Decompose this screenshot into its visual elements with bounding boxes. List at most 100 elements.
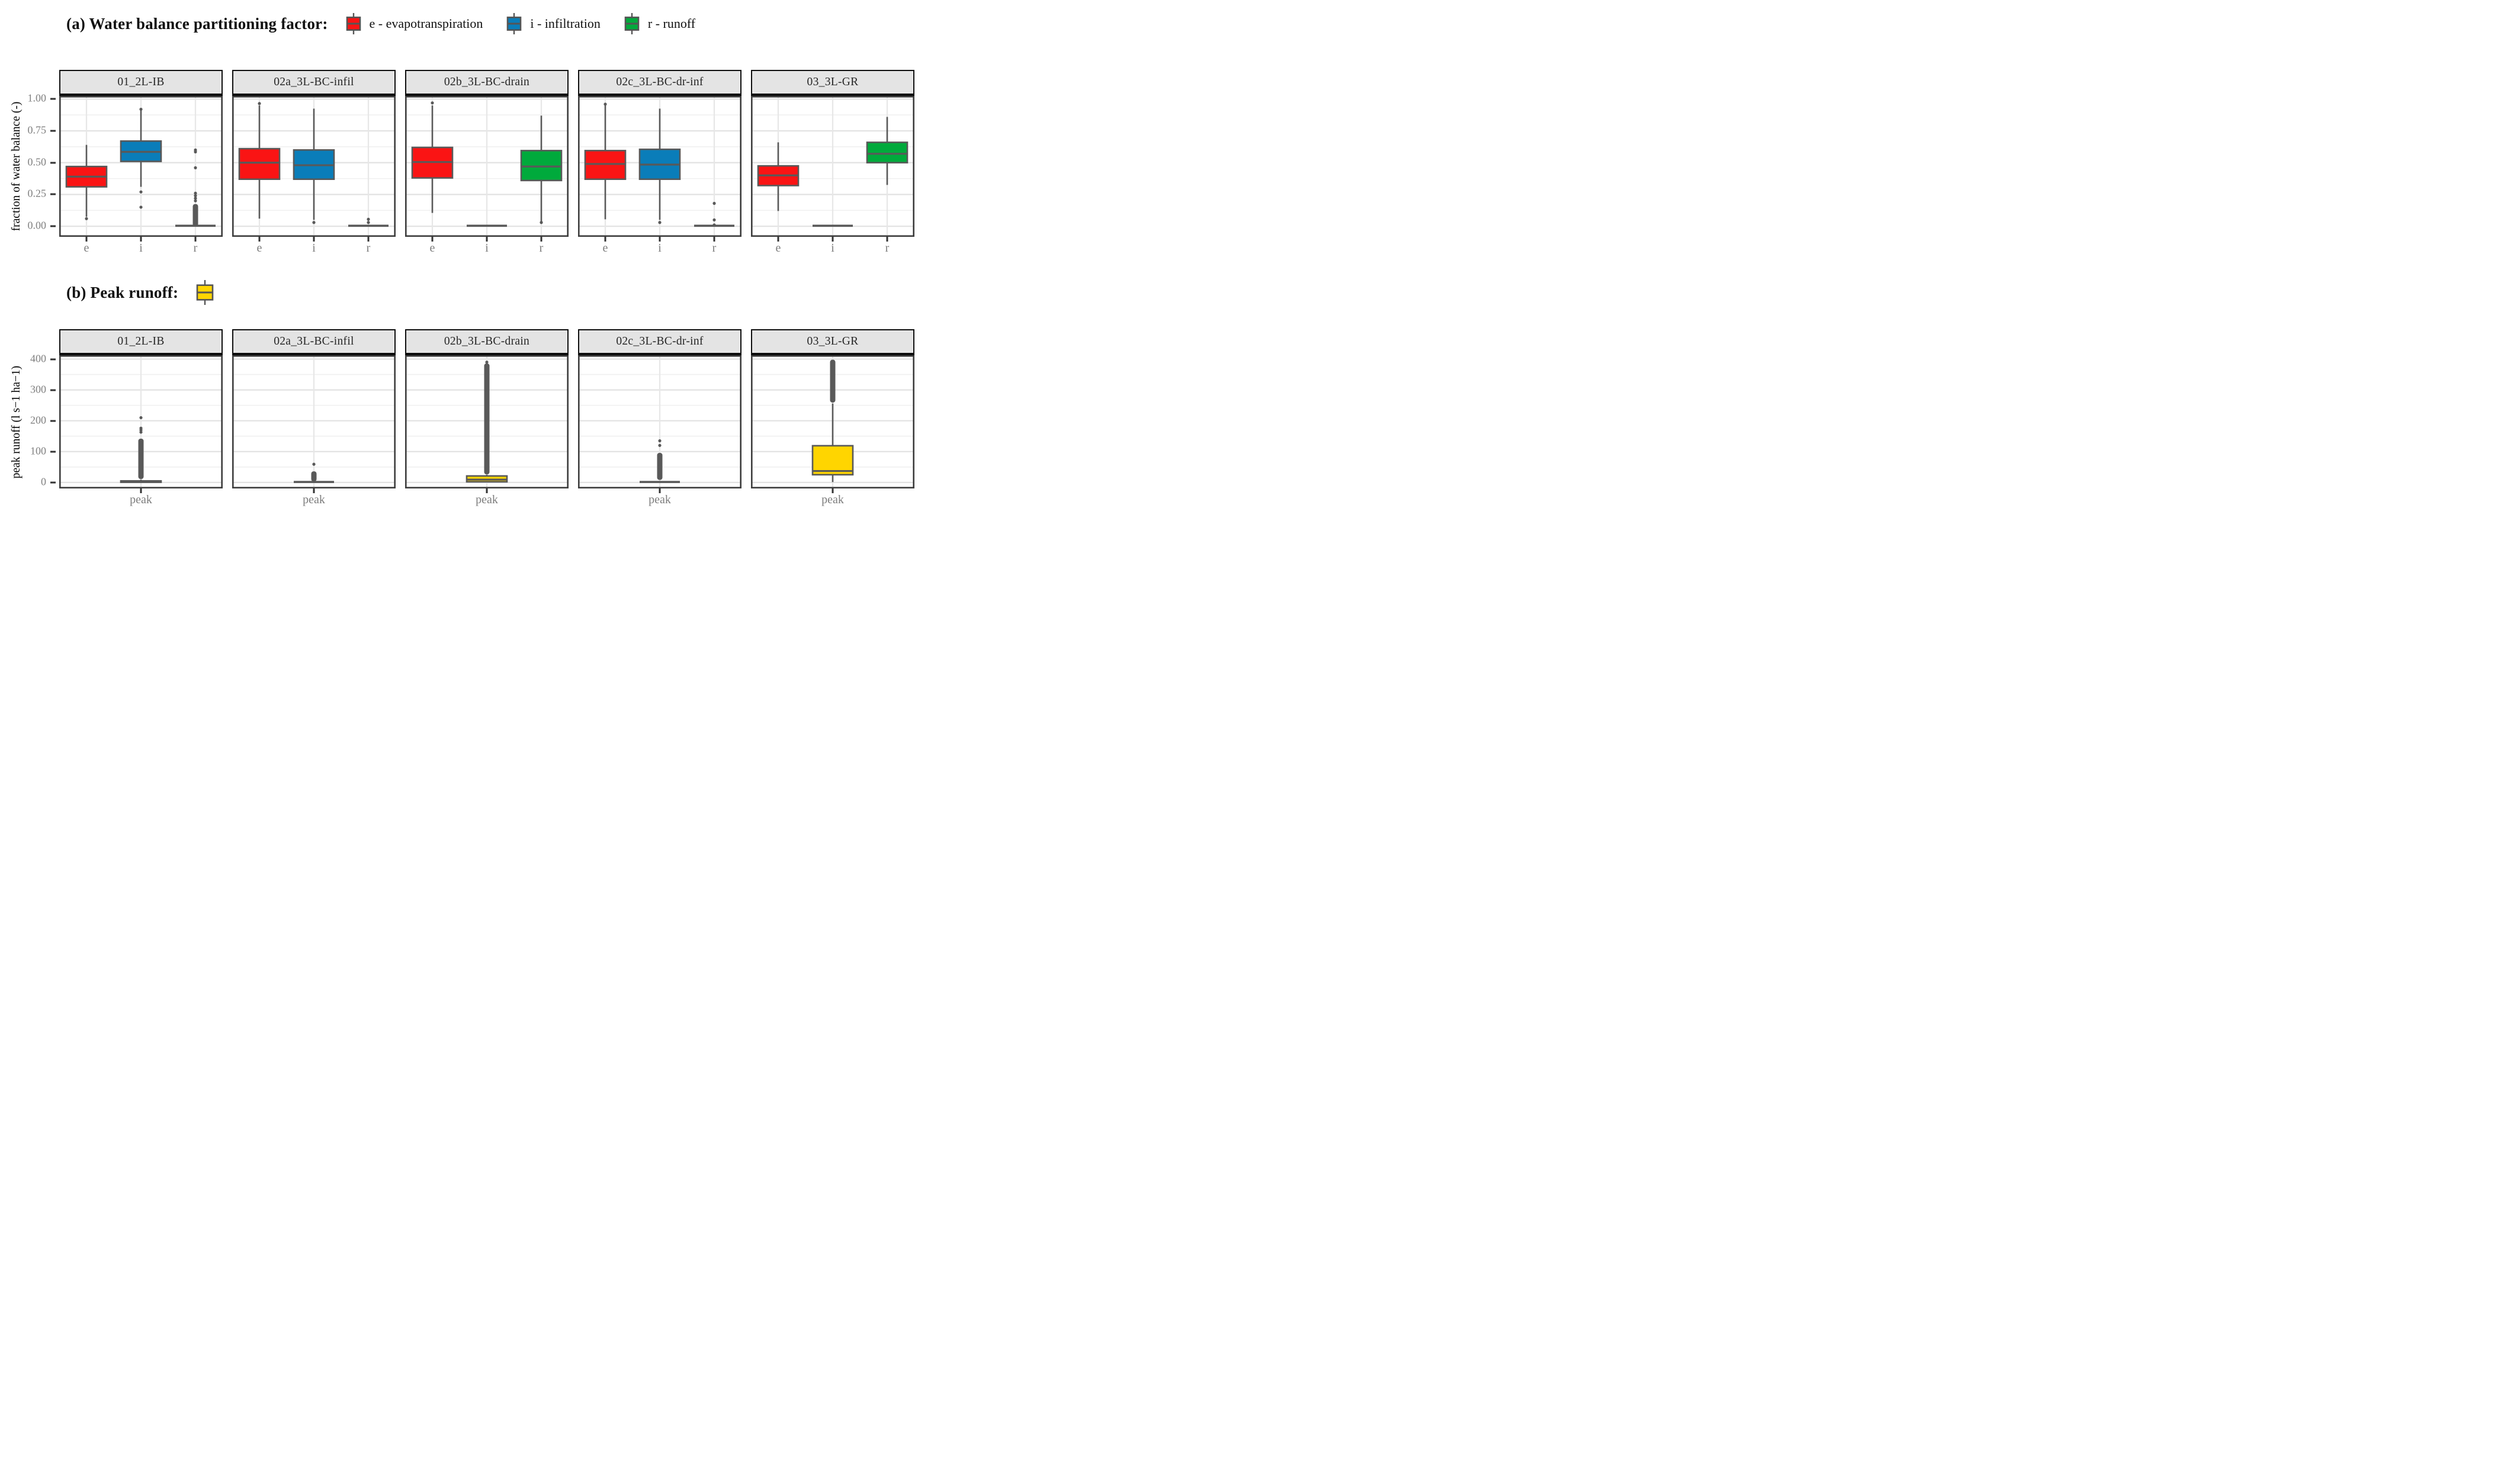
y-tick-label: 200 xyxy=(30,414,46,426)
x-tick-mark xyxy=(486,237,488,242)
figure-canvas: { "chart_data": [ { "id": "a", "type": "… xyxy=(0,0,916,530)
legend-label-e: e - evapotranspiration xyxy=(369,16,483,31)
y-tick-label: 100 xyxy=(30,445,46,457)
panel-a-title: (a) Water balance partitioning factor: xyxy=(66,14,328,33)
legend-boxplot-swatch xyxy=(346,13,361,34)
facet-02a_3L-BC-infil: 02a_3L-BC-infil e i r xyxy=(232,70,396,256)
legend-label-r: r - runoff xyxy=(647,16,696,31)
y-tick-label: 300 xyxy=(30,383,46,395)
facet-strip-label: 02c_3L-BC-dr-inf xyxy=(578,70,741,96)
y-tick-mark xyxy=(50,130,56,132)
panel-a: fraction of water balance (-) 0.00 0.25 0.… xyxy=(10,70,916,256)
x-axis-row: peak xyxy=(751,488,914,507)
x-axis-row: peak xyxy=(405,488,569,507)
facet-plot-area xyxy=(232,96,396,237)
panel-b-facets: 01_2L-IB peak 02a_3L-BC-infil peak 02b_3L-BC… xyxy=(59,329,916,507)
x-category-label: peak xyxy=(476,493,498,506)
x-tick-mark xyxy=(367,237,370,242)
legend-boxplot-swatch xyxy=(196,280,214,305)
x-axis-row: peak xyxy=(578,488,741,507)
panel-b-title-row: (b) Peak runoff: xyxy=(0,268,916,309)
facet-plot-area xyxy=(232,355,396,488)
outlier-dot xyxy=(139,416,143,420)
outlier-dot xyxy=(194,150,197,154)
outlier-dot xyxy=(194,166,197,169)
outlier-dot xyxy=(540,221,543,224)
x-category-label: r xyxy=(366,242,371,255)
y-tick-label: 0 xyxy=(41,475,46,488)
x-tick-mark xyxy=(313,237,315,242)
panel-a-legend: e - evapotranspiration i - infiltration r … xyxy=(346,12,695,35)
x-tick-mark xyxy=(258,237,261,242)
facet-strip-label: 02c_3L-BC-dr-inf xyxy=(578,329,741,355)
outlier-dot xyxy=(485,361,489,364)
x-axis-row: peak xyxy=(59,488,223,507)
outlier-dot xyxy=(431,101,434,105)
boxplot-box xyxy=(866,142,909,164)
outlier-dot xyxy=(658,221,662,224)
panel-border xyxy=(751,96,914,237)
outlier-dot xyxy=(658,439,662,443)
facet-03_3L-GR: 03_3L-GR peak xyxy=(751,329,914,507)
boxplot-box xyxy=(584,150,627,180)
facet-strip-label: 03_3L-GR xyxy=(751,70,914,96)
facet-strip-label: 01_2L-IB xyxy=(59,329,223,355)
panel-b-y-axis: 0 100 200 300 400 xyxy=(0,352,56,488)
x-tick-mark xyxy=(140,237,142,242)
outlier-dot xyxy=(139,190,143,194)
legend-item-r: r - runoff xyxy=(624,12,695,35)
panel-border xyxy=(59,96,223,237)
outlier-dot xyxy=(312,221,316,224)
facet-strip-label: 02a_3L-BC-infil xyxy=(232,329,396,355)
facet-strip-label: 02b_3L-BC-drain xyxy=(405,329,569,355)
x-tick-mark xyxy=(886,237,888,242)
x-tick-mark xyxy=(313,488,315,493)
outlier-dot xyxy=(367,221,370,224)
x-tick-mark xyxy=(140,488,142,493)
facet-plot-area xyxy=(405,96,569,237)
facet-strip-label: 02b_3L-BC-drain xyxy=(405,70,569,96)
outlier-column xyxy=(311,471,317,482)
outlier-column xyxy=(484,363,490,475)
y-tick-mark xyxy=(50,481,56,484)
facet-plot-area xyxy=(59,96,223,237)
panel-border xyxy=(232,355,396,488)
y-tick-label: 0.75 xyxy=(27,124,47,136)
x-category-label: r xyxy=(539,242,544,255)
x-category-label: r xyxy=(193,242,198,255)
outlier-dot xyxy=(194,194,197,198)
panel-border xyxy=(751,355,914,488)
x-category-label: peak xyxy=(649,493,671,506)
outlier-dot xyxy=(194,191,197,195)
facet-plot-area xyxy=(405,355,569,488)
facet-plot-area xyxy=(751,96,914,237)
facet-02c_3L-BC-dr-inf: 02c_3L-BC-dr-inf e i r xyxy=(578,70,741,256)
boxplot-box xyxy=(811,445,854,476)
panel-a-title-row: (a) Water balance partitioning factor: e… xyxy=(0,0,916,39)
y-tick-mark xyxy=(50,98,56,100)
outlier-dot xyxy=(139,428,143,432)
panel-b: peak runoff (l s−1 ha−1) 0 100 200 300 400 0… xyxy=(10,329,916,507)
x-tick-mark xyxy=(431,237,434,242)
y-tick-mark xyxy=(50,358,56,360)
x-category-label: i xyxy=(139,242,143,255)
outlier-column xyxy=(138,438,144,480)
panel-border xyxy=(232,96,396,237)
x-tick-mark xyxy=(777,237,779,242)
x-tick-mark xyxy=(832,488,834,493)
legend-item-i: i - infiltration xyxy=(506,12,601,35)
panel-border xyxy=(578,96,741,237)
outlier-dot xyxy=(85,217,88,220)
x-category-label: e xyxy=(602,242,608,255)
x-category-label: i xyxy=(831,242,834,255)
outlier-dot xyxy=(712,223,716,227)
outlier-dot xyxy=(194,199,197,202)
x-category-label: i xyxy=(312,242,316,255)
